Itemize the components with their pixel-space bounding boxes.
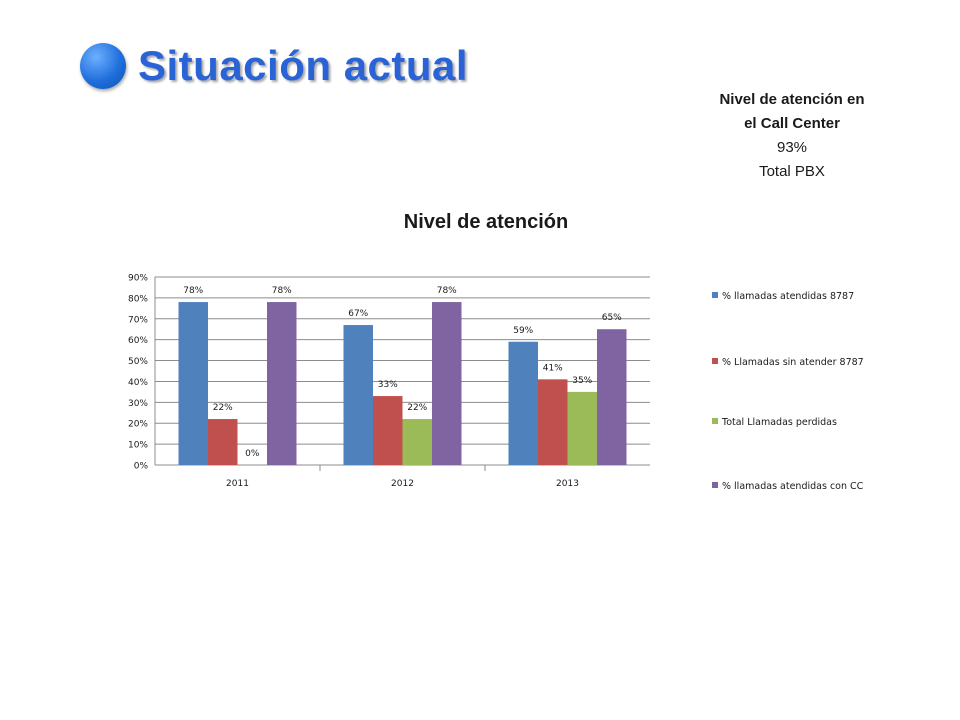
legend-label: % llamadas atendidas 8787 <box>722 291 854 302</box>
bar <box>178 302 208 465</box>
call-center-note: Nivel de atención en el Call Center 93% … <box>692 88 892 184</box>
slide-title: Situación actual <box>138 42 469 89</box>
data-label: 78% <box>272 286 292 296</box>
note-label: Total PBX <box>759 163 825 180</box>
circle-bullet-icon <box>80 43 126 89</box>
chart-title: Nivel de atención <box>404 211 569 233</box>
bar <box>567 391 597 465</box>
y-tick-label: 90% <box>128 274 148 284</box>
legend-label: Total Llamadas perdidas <box>721 417 837 428</box>
note-heading-line2: el Call Center <box>744 115 840 132</box>
x-tick-label: 2013 <box>556 479 579 489</box>
bar <box>538 379 568 465</box>
title-row: Situación actual <box>80 36 468 96</box>
data-label: 22% <box>407 403 427 413</box>
data-label: 33% <box>378 380 398 390</box>
data-label: 22% <box>213 403 233 413</box>
legend-swatch <box>712 418 718 424</box>
legend-label: % llamadas atendidas con CC <box>722 481 864 492</box>
y-tick-label: 40% <box>128 378 148 388</box>
x-tick-label: 2011 <box>226 479 249 489</box>
y-tick-label: 60% <box>128 336 148 346</box>
data-label: 78% <box>183 286 203 296</box>
data-label: 78% <box>437 286 457 296</box>
data-label: 35% <box>572 376 592 386</box>
y-tick-label: 20% <box>128 420 148 430</box>
bar <box>402 419 432 465</box>
bar <box>508 341 538 465</box>
y-tick-label: 0% <box>134 462 149 472</box>
y-tick-label: 10% <box>128 441 148 451</box>
bar <box>208 419 238 465</box>
legend-label: % Llamadas sin atender 8787 <box>722 357 864 368</box>
note-value: 93% <box>776 139 808 156</box>
bar <box>597 329 627 465</box>
note-heading-line1: Nivel de atención en <box>719 91 865 108</box>
bar <box>343 325 373 465</box>
data-label: 59% <box>513 326 533 336</box>
x-tick-label: 2012 <box>391 479 414 489</box>
data-label: 0% <box>245 449 260 459</box>
data-label: 41% <box>543 363 563 373</box>
bar <box>373 396 403 465</box>
bar <box>267 302 297 465</box>
legend-swatch <box>712 482 718 488</box>
y-tick-label: 70% <box>128 315 148 325</box>
y-tick-label: 50% <box>128 357 148 367</box>
bar <box>432 302 462 465</box>
legend-swatch <box>712 292 718 298</box>
legend-swatch <box>712 358 718 364</box>
data-label: 67% <box>348 309 368 319</box>
y-tick-label: 30% <box>128 399 148 409</box>
y-tick-label: 80% <box>128 294 148 304</box>
data-label: 65% <box>602 313 622 323</box>
